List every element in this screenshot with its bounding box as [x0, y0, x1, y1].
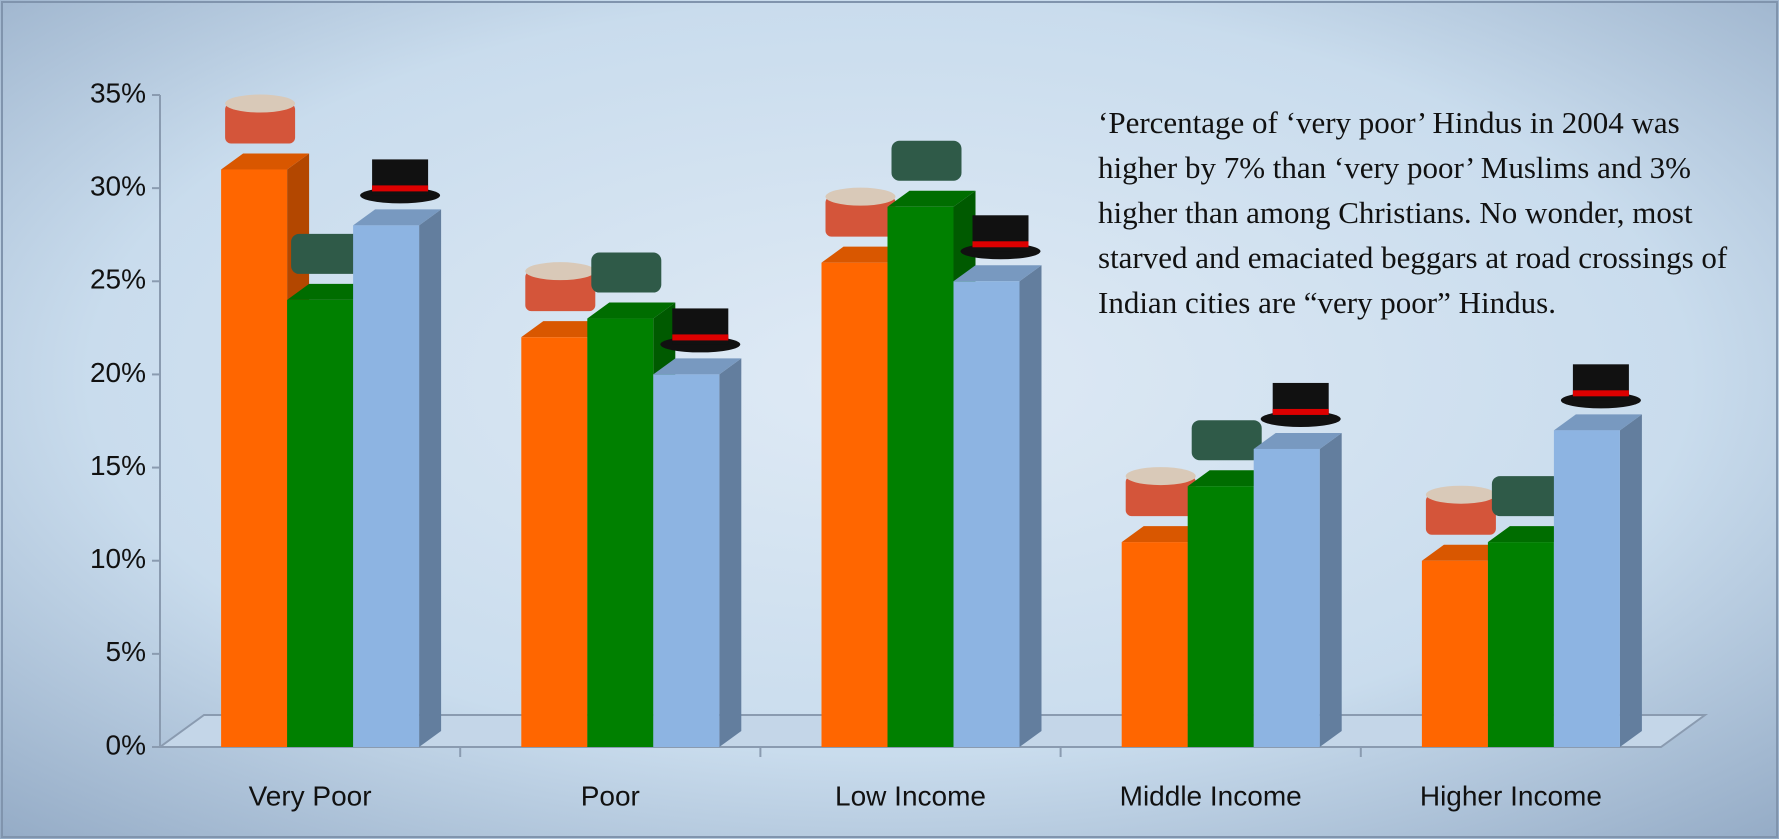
- y-tick-label: 15%: [90, 450, 146, 481]
- annotation: ‘Percentage of ‘very poor’ Hindus in 200…: [1098, 105, 1728, 320]
- hat-part: [1125, 467, 1196, 486]
- bar-top: [1253, 432, 1342, 449]
- bar-side: [719, 358, 742, 747]
- x-tick-label: Higher Income: [1420, 780, 1602, 811]
- hat-part: [1425, 494, 1496, 535]
- hat-part: [1491, 476, 1562, 517]
- bar: [521, 337, 588, 747]
- hat-part: [972, 241, 1029, 248]
- hat-icon: [1125, 467, 1196, 517]
- hat-part: [525, 262, 596, 281]
- bar: [1121, 542, 1188, 747]
- bar-top: [1553, 414, 1642, 431]
- x-tick-label: Low Income: [835, 780, 986, 811]
- hat-part: [891, 140, 962, 181]
- hat-icon: [1260, 382, 1341, 427]
- bar-side: [1619, 414, 1642, 747]
- bar: [587, 318, 654, 747]
- hat-icon: [1191, 420, 1262, 461]
- y-tick-label: 5%: [106, 636, 146, 667]
- hat-part: [525, 271, 596, 312]
- hat-part: [1572, 390, 1629, 397]
- bar: [1487, 542, 1554, 747]
- hat-icon: [225, 94, 296, 144]
- hat-part: [672, 334, 729, 341]
- hat-part: [225, 103, 296, 144]
- hat-part: [1191, 420, 1262, 461]
- y-tick-label: 10%: [90, 543, 146, 574]
- hat-icon: [1560, 364, 1641, 409]
- hat-icon: [891, 140, 962, 181]
- y-tick-label: 30%: [90, 171, 146, 202]
- hat-icon: [1491, 476, 1562, 517]
- bar-top: [353, 209, 442, 226]
- hat-part: [372, 185, 429, 192]
- bar: [287, 299, 354, 747]
- hat-part: [825, 196, 896, 237]
- hat-icon: [960, 215, 1041, 260]
- hat-part: [1425, 485, 1496, 504]
- hat-part: [1125, 476, 1196, 517]
- bar: [653, 374, 720, 747]
- y-tick-label: 35%: [90, 77, 146, 108]
- bar: [1553, 430, 1620, 747]
- x-tick-label: Poor: [581, 780, 640, 811]
- bar-side: [1319, 432, 1342, 747]
- bar: [1253, 448, 1320, 747]
- hat-icon: [360, 159, 441, 204]
- bar-side: [419, 209, 442, 747]
- hat-part: [825, 187, 896, 206]
- hat-part: [291, 233, 362, 274]
- hat-icon: [291, 233, 362, 274]
- bar-top: [653, 358, 742, 375]
- y-tick-label: 0%: [106, 729, 146, 760]
- bar-top: [221, 153, 310, 170]
- hat-icon: [591, 252, 662, 293]
- y-tick-label: 20%: [90, 357, 146, 388]
- hat-icon: [1425, 485, 1496, 535]
- x-tick-label: Very Poor: [249, 780, 372, 811]
- bar-side: [1019, 265, 1042, 747]
- bar: [1187, 486, 1254, 747]
- x-tick-label: Middle Income: [1120, 780, 1302, 811]
- bar-top: [887, 190, 976, 207]
- bar: [353, 225, 420, 747]
- bar: [821, 262, 888, 747]
- hat-icon: [825, 187, 896, 237]
- y-tick-label: 25%: [90, 264, 146, 295]
- bar: [1421, 560, 1488, 747]
- bar-top: [587, 302, 676, 319]
- hat-part: [591, 252, 662, 293]
- hat-icon: [525, 262, 596, 312]
- bar: [221, 169, 288, 747]
- bar: [953, 281, 1020, 747]
- hat-icon: [660, 308, 741, 353]
- hat-part: [1272, 408, 1329, 415]
- hat-part: [225, 94, 296, 113]
- bar: [887, 206, 954, 747]
- bar-top: [953, 265, 1042, 282]
